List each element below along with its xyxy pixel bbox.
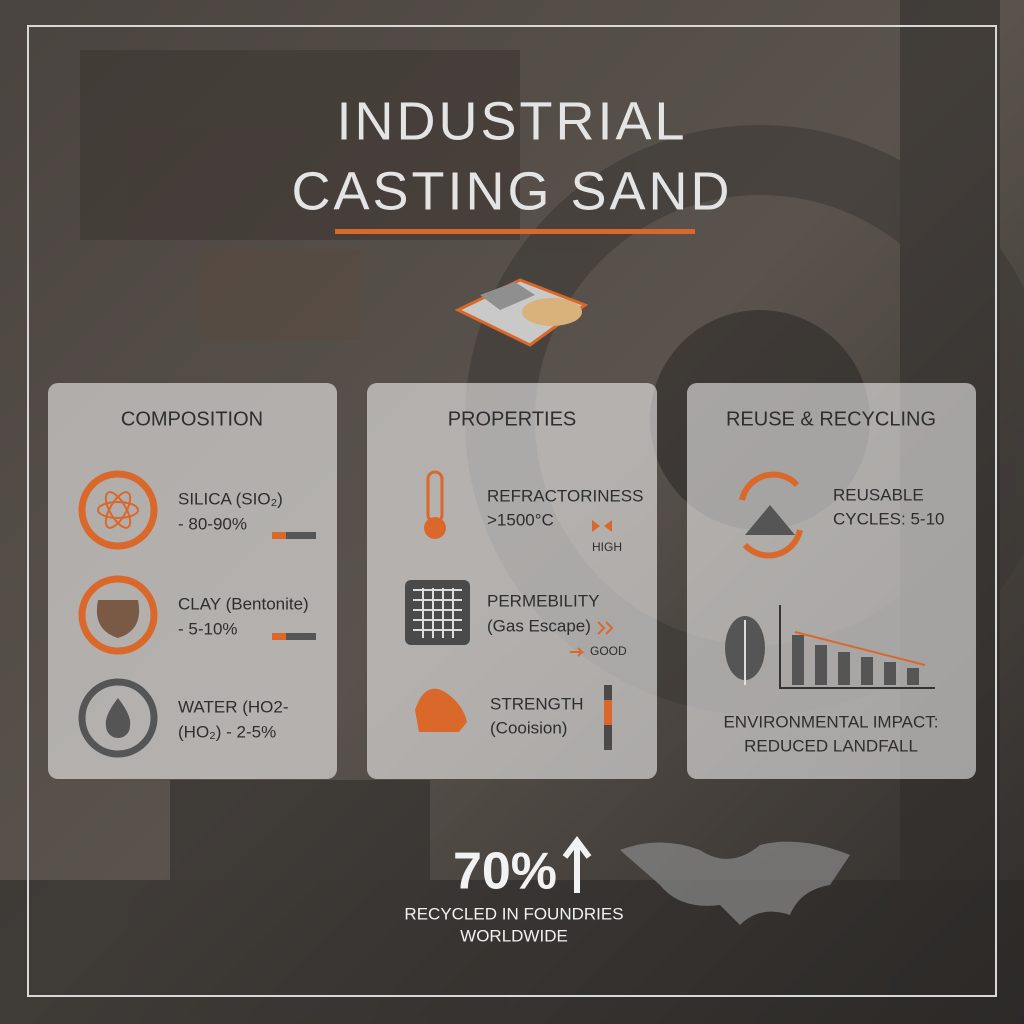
item-text: WATER (HO2-: [178, 697, 289, 716]
title-line: CASTING SAND: [291, 161, 732, 221]
title-line: INDUSTRIAL: [336, 91, 687, 151]
item-text: - 80-90%: [178, 514, 247, 533]
item-text: >1500°C: [487, 510, 554, 529]
item-text: STRENGTH: [490, 694, 584, 713]
item-text: REFRACTORINESS: [487, 486, 644, 505]
item-text: SILICA (SIO₂): [178, 489, 283, 508]
rating: GOOD: [590, 644, 627, 658]
caption: WORLDWIDE: [460, 926, 568, 945]
item-text: (Cooision): [490, 718, 567, 737]
item-text: ENVIRONMENTAL IMPACT:: [723, 712, 938, 731]
stat: 70%: [453, 843, 557, 901]
rating: HIGH: [592, 540, 622, 554]
panel-heading: PROPERTIES: [448, 408, 577, 430]
title-underline: [335, 229, 695, 234]
item-text: - 5-10%: [178, 619, 238, 638]
sand-mold-icon: [454, 278, 589, 347]
frame: [27, 25, 997, 997]
panel: [48, 383, 976, 779]
caption: RECYCLED IN FOUNDRIES: [404, 904, 623, 923]
up-arrow: [562, 836, 592, 893]
item-text: CYCLES: 5-10: [833, 509, 945, 528]
icon: [405, 470, 614, 750]
icon: [78, 470, 158, 758]
item-text: REDUCED LANDFALL: [744, 736, 918, 755]
world-map: [620, 841, 850, 925]
item-text: (HO₂) - 2-5%: [178, 722, 276, 741]
icon: [725, 471, 935, 689]
item-text: PERMEBILITY: [487, 591, 599, 610]
item-text: CLAY (Bentonite): [178, 594, 309, 613]
panel-heading: REUSE & RECYCLING: [726, 408, 936, 430]
panel-heading: COMPOSITION: [121, 408, 263, 430]
item-text: (Gas Escape): [487, 616, 591, 635]
level-indicator: [272, 532, 316, 640]
item-text: REUSABLE: [833, 485, 924, 504]
